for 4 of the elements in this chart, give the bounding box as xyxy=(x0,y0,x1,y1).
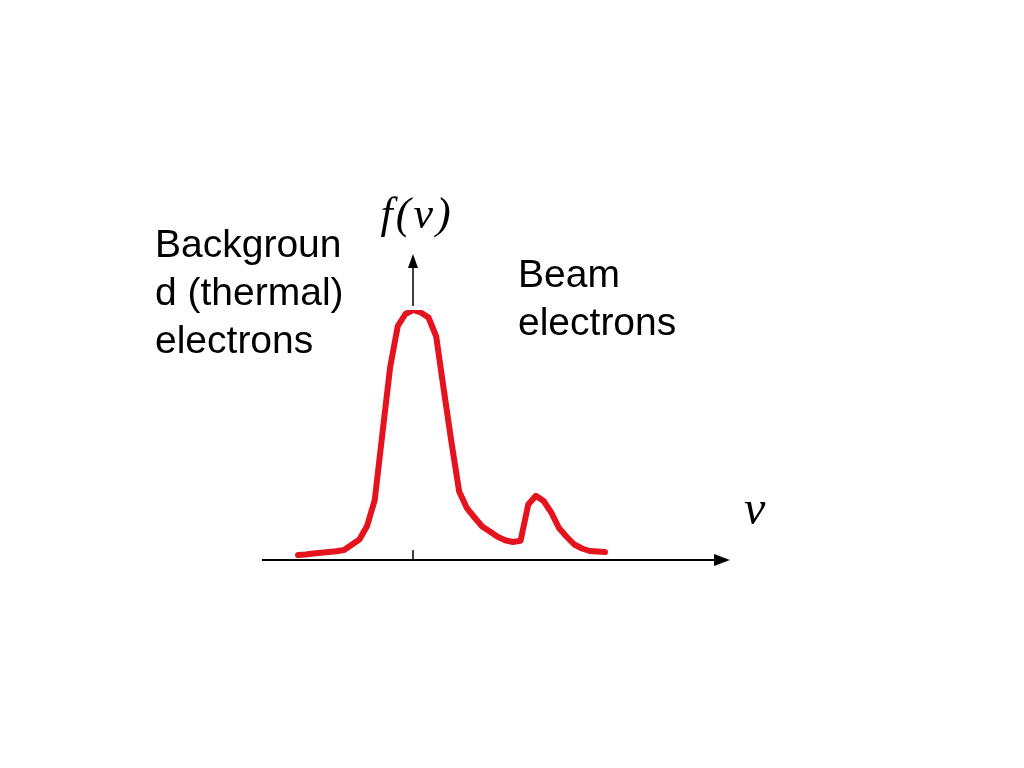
x-axis-title: v xyxy=(744,481,766,534)
y-axis-title: f(v) xyxy=(380,189,454,238)
annotation: Background (thermal) electrons xyxy=(155,221,345,363)
annotation: Beam electrons xyxy=(518,251,678,345)
